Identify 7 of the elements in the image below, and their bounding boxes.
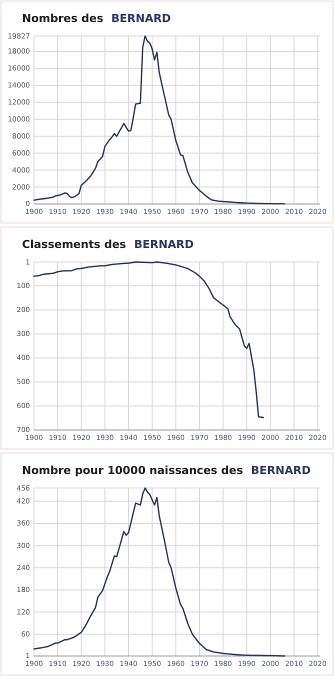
line-series	[33, 261, 264, 418]
chart-title: Nombres des	[22, 12, 104, 25]
chart-title: Classements des	[22, 238, 126, 251]
chart-subtitle: BERNARD	[134, 238, 194, 251]
chart-subtitle: BERNARD	[251, 464, 311, 477]
chart-title: Nombre pour 10000 naissances des	[22, 464, 244, 477]
chart-subtitle: BERNARD	[111, 12, 171, 25]
